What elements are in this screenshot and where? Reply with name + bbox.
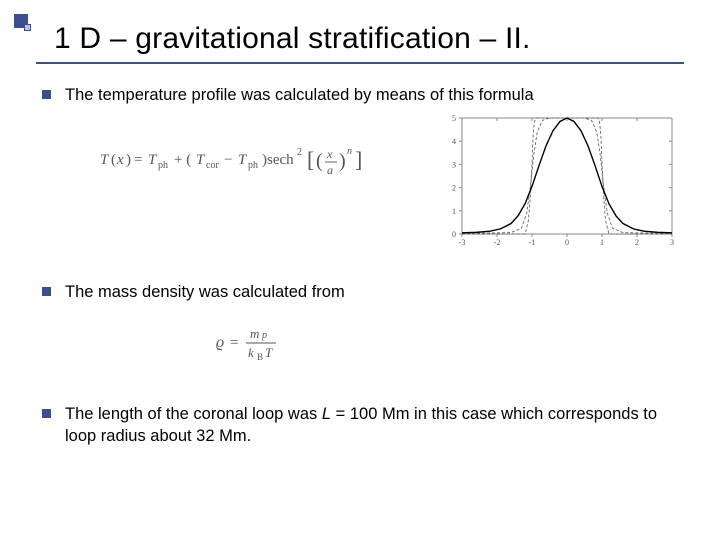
bullet-icon bbox=[42, 90, 51, 99]
svg-text:2: 2 bbox=[635, 238, 639, 247]
svg-text:T: T bbox=[196, 152, 206, 168]
formula-density: ϱ = mpkBT bbox=[212, 322, 678, 369]
svg-text:T: T bbox=[265, 345, 273, 360]
svg-text:+ (: + ( bbox=[174, 152, 191, 168]
bullet-3-text: The length of the coronal loop was L = 1… bbox=[65, 403, 678, 448]
svg-text:3: 3 bbox=[670, 238, 674, 247]
title-rule bbox=[36, 62, 684, 64]
bullet-2-text: The mass density was calculated from bbox=[65, 281, 345, 303]
svg-text:n: n bbox=[347, 146, 352, 157]
svg-text:-2: -2 bbox=[494, 238, 501, 247]
svg-text:ph: ph bbox=[158, 160, 168, 171]
svg-text:a: a bbox=[327, 163, 333, 177]
svg-text:]: ] bbox=[355, 147, 362, 172]
slide-title: 1 D – gravitational stratification – II. bbox=[54, 22, 684, 56]
svg-text:k: k bbox=[248, 345, 254, 360]
svg-text:(: ( bbox=[316, 150, 323, 172]
svg-text:m: m bbox=[250, 326, 259, 341]
svg-text:(: ( bbox=[111, 152, 116, 168]
svg-text:): ) bbox=[339, 150, 346, 172]
svg-text:B: B bbox=[257, 352, 263, 362]
svg-text:=: = bbox=[134, 152, 142, 168]
temperature-profile-chart: -3 -2 -1 0 1 2 3 0 1 2 3 4 5 bbox=[440, 112, 678, 255]
svg-text:2: 2 bbox=[452, 184, 456, 193]
svg-text:): ) bbox=[126, 152, 131, 168]
bullet-icon bbox=[42, 287, 51, 296]
svg-text:3: 3 bbox=[452, 161, 456, 170]
svg-text:T: T bbox=[238, 152, 248, 168]
bullet-icon bbox=[42, 409, 51, 418]
svg-text:1: 1 bbox=[600, 238, 604, 247]
svg-text:T: T bbox=[148, 152, 158, 168]
svg-text:-1: -1 bbox=[529, 238, 536, 247]
svg-text:0: 0 bbox=[565, 238, 569, 247]
svg-text:-3: -3 bbox=[459, 238, 466, 247]
svg-text:cor: cor bbox=[206, 160, 219, 171]
slide-accent bbox=[14, 14, 32, 32]
formula-temperature: T(x)=Tph+ (Tcor−Tph)sech2[(xa)n] bbox=[98, 140, 398, 185]
svg-text:ph: ph bbox=[248, 160, 258, 171]
svg-text:1: 1 bbox=[452, 207, 456, 216]
svg-text:2: 2 bbox=[297, 147, 302, 158]
svg-text:0: 0 bbox=[452, 230, 456, 239]
svg-text:−: − bbox=[224, 152, 232, 168]
bullet-1-text: The temperature profile was calculated b… bbox=[65, 84, 534, 106]
svg-text:x: x bbox=[326, 147, 333, 161]
svg-text:)sech: )sech bbox=[262, 152, 294, 168]
svg-text:p: p bbox=[261, 330, 267, 341]
svg-text:4: 4 bbox=[452, 137, 456, 146]
svg-text:=: = bbox=[230, 335, 238, 351]
svg-text:ϱ: ϱ bbox=[216, 334, 224, 351]
svg-text:x: x bbox=[116, 152, 124, 168]
svg-text:T: T bbox=[100, 152, 110, 168]
svg-text:5: 5 bbox=[452, 114, 456, 123]
svg-text:[: [ bbox=[307, 147, 314, 172]
